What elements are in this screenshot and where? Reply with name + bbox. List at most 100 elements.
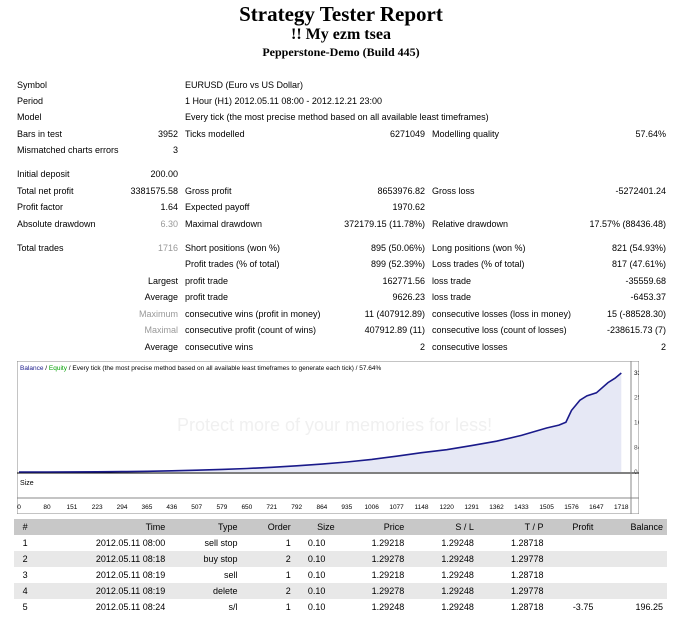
table-cell: 0.10	[294, 551, 339, 567]
x-tick-label: 1505	[539, 504, 554, 511]
x-tick-label: 294	[117, 504, 128, 511]
x-tick-label: 151	[67, 504, 78, 511]
x-tick-label: 507	[191, 504, 202, 511]
x-tick-label: 80	[43, 504, 51, 511]
table-cell: 1.28718	[510, 602, 544, 612]
short-label: Short positions (won %)	[185, 243, 281, 253]
table-cell	[597, 583, 667, 599]
reldd-label: Relative drawdown	[432, 219, 509, 229]
x-tick-label: 1006	[364, 504, 379, 511]
column-header: Price	[338, 519, 409, 535]
balance-fill	[19, 373, 622, 472]
maxl-cl-label: consecutive loss (count of losses)	[432, 325, 567, 335]
maxdd-label: Maximal drawdown	[185, 219, 263, 229]
netprofit-value: 3381575.58	[130, 186, 178, 196]
maximal-label: Maximal	[144, 325, 178, 335]
table-cell: 1.28718	[510, 570, 544, 580]
y-tick-labels: 3376961 2532721 1688480 844240 0	[634, 370, 639, 476]
trades-value: 1716	[157, 243, 178, 253]
table-cell: 1.29218	[371, 538, 405, 548]
avg-cw-label: consecutive wins	[185, 342, 254, 352]
y-tick-label: 2532721	[634, 395, 639, 402]
table-cell: 196.25	[635, 602, 663, 612]
pf-value: 1.64	[160, 202, 178, 212]
short-value: 895 (50.06%)	[370, 243, 425, 253]
balance-line	[19, 372, 622, 473]
maxl-cp-label: consecutive profit (count of wins)	[185, 325, 317, 335]
server-build: Pepperstone-Demo (Build 445)	[262, 45, 420, 59]
payoff-value: 1970.62	[392, 202, 425, 212]
table-cell	[597, 567, 667, 583]
grossprofit-label: Gross profit	[185, 186, 232, 196]
table-cell: 1.29218	[371, 570, 405, 580]
table-cell: s/l	[228, 602, 238, 612]
table-cell	[597, 551, 667, 567]
max-cw-label: consecutive wins (profit in money)	[185, 309, 321, 319]
table-cell: 1.29248	[371, 602, 405, 612]
table-cell: 2	[241, 551, 295, 567]
bars-value: 3952	[157, 129, 178, 139]
table-cell	[548, 567, 598, 583]
legend-balance: Balance	[20, 365, 44, 372]
column-header: Balance	[597, 519, 667, 535]
quality-value: 57.64%	[635, 129, 666, 139]
x-tick-label: 864	[316, 504, 327, 511]
table-cell	[547, 583, 598, 599]
x-tick-label: 1220	[439, 504, 454, 511]
x-tick-label: 579	[217, 504, 228, 511]
period-label: Period	[17, 96, 44, 106]
trades-label: Total trades	[17, 243, 64, 253]
table-cell: delete	[169, 583, 242, 599]
y-tick-label: 1688480	[634, 420, 639, 427]
long-value: 821 (54.93%)	[611, 243, 666, 253]
column-header: S / L	[408, 519, 478, 535]
size-label: Size	[20, 480, 34, 487]
grossloss-value: -5272401.24	[615, 186, 666, 196]
table-cell: sell	[223, 570, 238, 580]
model-value: Every tick (the most precise method base…	[185, 112, 489, 122]
model-label: Model	[17, 112, 42, 122]
table-cell: 1.29248	[441, 602, 474, 612]
x-tick-label: 223	[92, 504, 103, 511]
maxdd-value: 372179.15 (11.78%)	[344, 219, 425, 229]
table-cell: 2	[14, 551, 37, 567]
largest-lt-value: -35559.68	[625, 276, 666, 286]
column-header: Profit	[547, 519, 598, 535]
table-cell	[597, 535, 667, 551]
table-cell: 2012.05.11 08:24	[95, 602, 166, 612]
payoff-label: Expected payoff	[185, 202, 250, 212]
table-cell: 4	[14, 583, 37, 599]
maxl-cp-value: 407912.89 (11)	[364, 325, 425, 335]
x-tick-label: 1647	[589, 504, 604, 511]
maximum-label: Maximum	[138, 309, 178, 319]
max-cl-value: 15 (-88528.30)	[606, 309, 666, 319]
x-tick-label: 1718	[614, 504, 629, 511]
legend-sep: /	[44, 365, 49, 372]
x-tick-label: 792	[291, 504, 302, 511]
chart-legend: Balance / Equity / Every tick (the most …	[20, 365, 382, 372]
x-tick-label: 436	[166, 504, 177, 511]
netprofit-label: Total net profit	[17, 186, 74, 196]
balance-chart: Protect more of your memories for less! …	[17, 361, 639, 514]
pt-value: 899 (52.39%)	[370, 259, 425, 269]
symbol-label: Symbol	[17, 80, 48, 90]
table-cell: 1.29248	[408, 583, 478, 599]
table-cell: 2012.05.11 08:19	[36, 583, 170, 599]
table-cell: 1	[285, 538, 291, 548]
table-cell	[548, 535, 598, 551]
table-cell: 5	[22, 602, 28, 612]
table-cell: 1	[285, 570, 291, 580]
lt-label: Loss trades (% of total)	[432, 259, 525, 269]
period-value: 1 Hour (H1) 2012.05.11 08:00 - 2012.12.2…	[185, 96, 382, 106]
ticks-value: 6271049	[389, 129, 425, 139]
lt-value: 817 (47.61%)	[611, 259, 666, 269]
avg-cl-value: 2	[660, 342, 666, 352]
table-cell: 1.29278	[338, 583, 409, 599]
pf-label: Profit factor	[17, 202, 64, 212]
y-tick-label: 0	[634, 469, 638, 476]
table-cell: 2	[241, 583, 295, 599]
grossprofit-value: 8653976.82	[377, 186, 425, 196]
column-header: Order	[241, 519, 295, 535]
largest-pt-value: 162771.56	[382, 276, 425, 286]
